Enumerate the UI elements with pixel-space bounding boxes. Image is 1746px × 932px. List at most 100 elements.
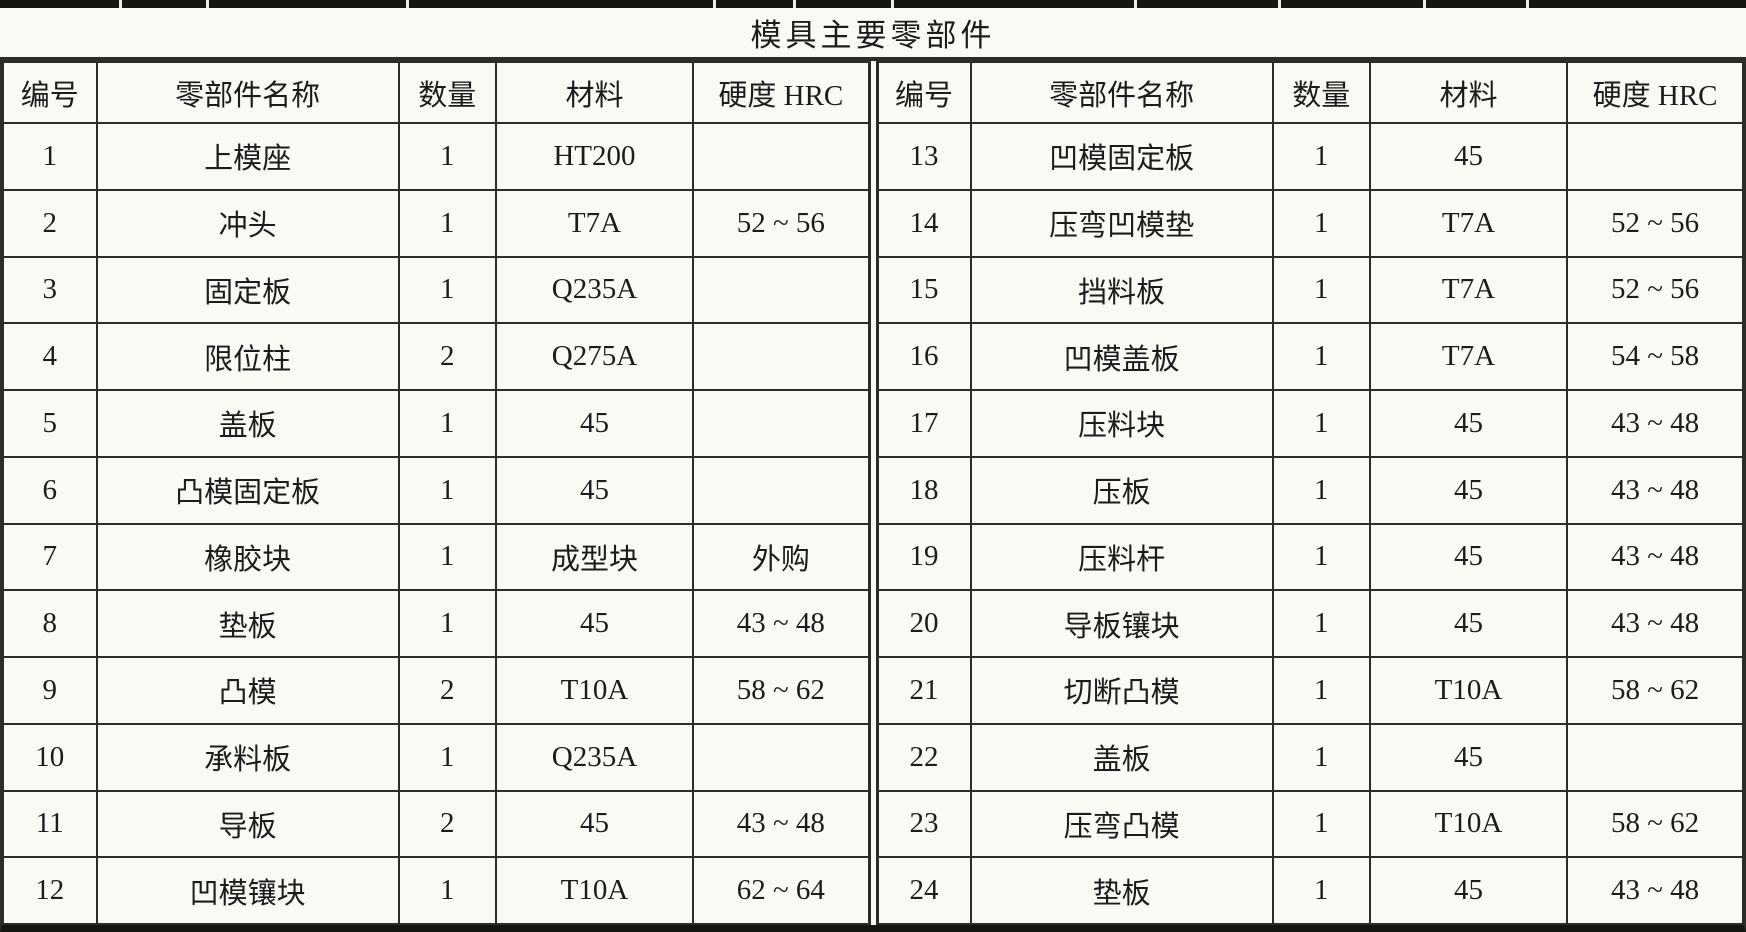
table-cell: 1 — [1271, 255, 1371, 325]
table-cell: 压料杆 — [969, 522, 1274, 592]
table-cell: 1 — [397, 722, 497, 792]
table-row: 12 凹模镶块 1 T10A 62 ~ 64 — [2, 856, 870, 925]
table-cell: 1 — [397, 589, 497, 658]
table-cell: 上模座 — [95, 122, 400, 191]
table-cell: 垫板 — [969, 856, 1274, 925]
table-row: 4 限位柱 2 Q275A — [2, 322, 870, 391]
table-cell: 8 — [2, 589, 98, 658]
table-cell: 6 — [2, 455, 98, 525]
table-cell: 1 — [397, 389, 497, 458]
table-cell: 9 — [2, 656, 98, 725]
table-cell: 45 — [1368, 856, 1569, 925]
table-cell: 24 — [876, 856, 972, 925]
table-cell: 45 — [1368, 455, 1569, 525]
edge-tick — [1134, 0, 1137, 8]
col-header-quantity: 数量 — [1271, 61, 1371, 124]
table-cell: 15 — [876, 255, 972, 325]
table-cell: 凹模盖板 — [969, 322, 1274, 391]
table-cell: 43 ~ 48 — [692, 589, 870, 658]
page-title: 模具主要零部件 — [750, 18, 996, 53]
table-cell: 45 — [1368, 589, 1569, 658]
table-cell: 58 ~ 62 — [1566, 789, 1744, 859]
table-cell — [692, 322, 870, 391]
col-header-material: 材料 — [494, 61, 695, 124]
col-header-id: 编号 — [876, 61, 972, 124]
table-cell: 45 — [1368, 122, 1569, 191]
col-header-id: 编号 — [2, 61, 98, 124]
edge-tick — [206, 0, 209, 8]
table-row: 23 压弯凸模 1 T10A 58 ~ 62 — [876, 789, 1744, 859]
table-cell: 58 ~ 62 — [1566, 656, 1744, 725]
table-row: 9 凸模 2 T10A 58 ~ 62 — [2, 656, 870, 725]
edge-tick — [793, 0, 796, 8]
edge-tick — [713, 0, 716, 8]
table-row: 8 垫板 1 45 43 ~ 48 — [2, 589, 870, 658]
table-row: 17 压料块 1 45 43 ~ 48 — [876, 389, 1744, 458]
table-cell: 43 ~ 48 — [1566, 455, 1744, 525]
table-row: 2 冲头 1 T7A 52 ~ 56 — [2, 188, 870, 258]
table-cell: 13 — [876, 122, 972, 191]
table-cell: T10A — [1368, 789, 1569, 859]
edge-tick — [406, 0, 409, 8]
table-cell: 10 — [2, 722, 98, 792]
table-cell: 21 — [876, 656, 972, 725]
table-cell: 43 ~ 48 — [1566, 389, 1744, 458]
parts-table-right: 编号 零部件名称 数量 材料 硬度 HRC 13 凹模固定板 1 45 14 压弯凹模垫 1… — [875, 61, 1745, 925]
table-cell: 压弯凹模垫 — [969, 188, 1274, 258]
table-cell: 盖板 — [95, 389, 400, 458]
table-cell: 1 — [397, 856, 497, 925]
table-cell: 45 — [494, 389, 695, 458]
table-cell: 52 ~ 56 — [1566, 188, 1744, 258]
table-cell: 1 — [397, 255, 497, 325]
table-cell: 1 — [397, 122, 497, 191]
table-cell — [1566, 722, 1744, 792]
edge-tick — [1278, 0, 1281, 8]
header-row: 编号 零部件名称 数量 材料 硬度 HRC — [876, 61, 1744, 124]
table-row: 1 上模座 1 HT200 — [2, 122, 870, 191]
table-cell: 压料块 — [969, 389, 1274, 458]
table-cell: 挡料板 — [969, 255, 1274, 325]
table-cell: 盖板 — [969, 722, 1274, 792]
table-cell: 62 ~ 64 — [692, 856, 870, 925]
edge-tick — [119, 0, 122, 8]
table-cell: 4 — [2, 322, 98, 391]
table-cell: 2 — [397, 656, 497, 725]
table-cell: 1 — [397, 188, 497, 258]
table-cell: 限位柱 — [95, 322, 400, 391]
edge-tick — [1526, 0, 1529, 8]
table-cell: 45 — [1368, 722, 1569, 792]
table-cell: 固定板 — [95, 255, 400, 325]
table-cell: 7 — [2, 522, 98, 592]
table-cell: T7A — [1368, 188, 1569, 258]
table-cell: 16 — [876, 322, 972, 391]
table-cell: 2 — [397, 789, 497, 859]
table-cell: 凸模 — [95, 656, 400, 725]
parts-table-left: 编号 零部件名称 数量 材料 硬度 HRC 1 上模座 1 HT200 2 冲头 1 T7A 5… — [2, 61, 871, 925]
table-cell: 1 — [1271, 522, 1371, 592]
table-row: 3 固定板 1 Q235A — [2, 255, 870, 325]
table-cell: 45 — [1368, 389, 1569, 458]
table-cell: 11 — [2, 789, 98, 859]
table-cell: 承料板 — [95, 722, 400, 792]
table-cell: 23 — [876, 789, 972, 859]
table-cell: 凹模固定板 — [969, 122, 1274, 191]
table-cell: 压弯凸模 — [969, 789, 1274, 859]
table-cell: 45 — [494, 589, 695, 658]
table-cell — [692, 122, 870, 191]
table-cell: T10A — [494, 856, 695, 925]
table-header: 编号 零部件名称 数量 材料 硬度 HRC — [876, 61, 1744, 124]
table-cell: 凹模镶块 — [95, 856, 400, 925]
header-row: 编号 零部件名称 数量 材料 硬度 HRC — [2, 61, 870, 124]
table-cell: 14 — [876, 188, 972, 258]
table-cell: 导板镶块 — [969, 589, 1274, 658]
table-cell: 1 — [2, 122, 98, 191]
table-cell: 1 — [1271, 122, 1371, 191]
table-row: 6 凸模固定板 1 45 — [2, 455, 870, 525]
table-row: 13 凹模固定板 1 45 — [876, 122, 1744, 191]
table-cell: 垫板 — [95, 589, 400, 658]
double-rule-gap — [870, 61, 876, 925]
table-cell: 1 — [1271, 656, 1371, 725]
table-header: 编号 零部件名称 数量 材料 硬度 HRC — [2, 61, 870, 124]
table-cell: T7A — [1368, 322, 1569, 391]
table-cell: 切断凸模 — [969, 656, 1274, 725]
